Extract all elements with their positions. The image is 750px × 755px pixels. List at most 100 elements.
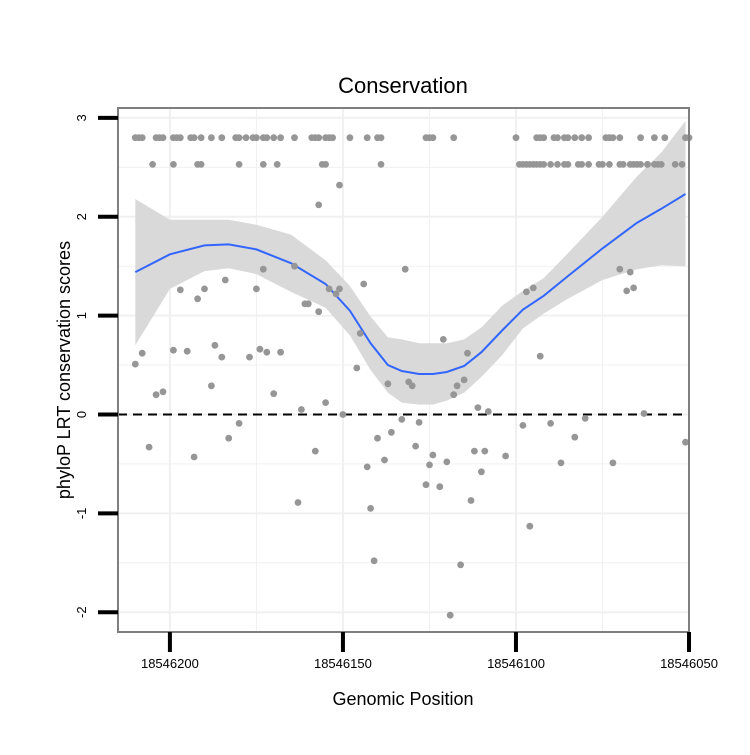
data-point bbox=[315, 201, 323, 209]
data-point bbox=[325, 285, 333, 293]
data-point bbox=[218, 134, 226, 142]
data-point bbox=[481, 447, 489, 455]
y-tick-label: 0 bbox=[74, 411, 89, 418]
data-point bbox=[436, 483, 444, 491]
x-tick-label: 18546200 bbox=[141, 656, 199, 671]
data-point bbox=[619, 161, 627, 168]
data-point bbox=[253, 134, 260, 142]
data-point bbox=[263, 348, 271, 356]
data-point bbox=[277, 348, 284, 356]
data-point bbox=[176, 134, 184, 142]
data-point bbox=[426, 461, 433, 469]
data-point bbox=[152, 391, 160, 399]
data-point bbox=[336, 181, 343, 189]
data-point bbox=[259, 161, 267, 168]
data-point bbox=[554, 134, 561, 142]
chart-title: Conservation bbox=[338, 73, 468, 98]
data-point bbox=[159, 134, 167, 142]
data-point bbox=[644, 161, 651, 168]
data-point bbox=[547, 420, 554, 427]
data-point bbox=[464, 349, 471, 357]
data-point bbox=[529, 284, 537, 292]
confidence-band bbox=[135, 120, 686, 405]
data-point bbox=[363, 134, 371, 142]
data-point bbox=[630, 284, 637, 292]
data-point bbox=[374, 434, 381, 442]
x-tick-label: 18546100 bbox=[487, 656, 545, 671]
x-tick-label: 18546150 bbox=[314, 656, 372, 671]
data-point bbox=[311, 447, 319, 455]
data-point bbox=[273, 161, 281, 168]
data-point bbox=[304, 300, 312, 308]
data-point bbox=[429, 134, 437, 142]
data-point bbox=[471, 447, 478, 455]
data-point bbox=[467, 497, 475, 504]
data-point bbox=[581, 415, 589, 422]
data-point bbox=[291, 134, 298, 142]
data-point bbox=[201, 285, 208, 293]
x-axis-title: Genomic Position bbox=[332, 689, 473, 709]
data-point bbox=[512, 134, 520, 142]
data-point bbox=[235, 161, 243, 168]
data-point bbox=[353, 364, 361, 372]
data-point bbox=[208, 382, 215, 390]
data-point bbox=[194, 295, 202, 303]
data-point bbox=[235, 420, 243, 427]
data-point bbox=[585, 134, 592, 142]
data-point bbox=[557, 459, 565, 467]
panel-border bbox=[117, 107, 690, 633]
data-point bbox=[609, 134, 617, 142]
data-point bbox=[536, 352, 544, 360]
data-point bbox=[415, 419, 423, 426]
data-point bbox=[585, 161, 592, 168]
data-point bbox=[315, 134, 323, 142]
data-point bbox=[367, 505, 374, 512]
data-point bbox=[408, 382, 416, 390]
data-point bbox=[412, 442, 419, 450]
data-point bbox=[460, 376, 468, 384]
data-point bbox=[363, 463, 371, 471]
data-point bbox=[453, 382, 461, 390]
data-point bbox=[190, 453, 198, 461]
data-point bbox=[398, 416, 406, 423]
data-point bbox=[388, 428, 395, 436]
data-point bbox=[197, 161, 205, 168]
y-tick-label: 1 bbox=[74, 312, 89, 319]
data-point bbox=[346, 134, 354, 142]
data-point bbox=[170, 161, 177, 168]
data-point bbox=[450, 391, 458, 399]
y-tick-label: 3 bbox=[74, 114, 89, 121]
data-point bbox=[626, 268, 634, 276]
data-point bbox=[599, 161, 606, 168]
data-point bbox=[291, 262, 298, 270]
data-point bbox=[246, 353, 253, 361]
data-point bbox=[197, 134, 205, 142]
data-point bbox=[450, 134, 458, 142]
data-point bbox=[270, 134, 278, 142]
data-point bbox=[339, 411, 347, 418]
data-point bbox=[131, 360, 139, 368]
data-point bbox=[564, 161, 572, 168]
data-point bbox=[640, 410, 648, 417]
data-point bbox=[554, 161, 561, 168]
data-point bbox=[138, 134, 146, 142]
data-point bbox=[564, 134, 572, 142]
data-point bbox=[256, 345, 264, 353]
data-point bbox=[294, 499, 302, 506]
data-point bbox=[401, 265, 409, 273]
data-point bbox=[474, 404, 482, 411]
data-point bbox=[159, 388, 167, 396]
data-point bbox=[381, 456, 388, 464]
data-point bbox=[360, 280, 368, 288]
data-point bbox=[270, 390, 278, 398]
data-point bbox=[439, 336, 447, 343]
data-point bbox=[637, 161, 644, 168]
data-point bbox=[682, 438, 689, 446]
x-tick-label: 18546050 bbox=[660, 656, 718, 671]
data-point bbox=[336, 285, 343, 293]
data-point bbox=[457, 561, 464, 569]
data-point bbox=[484, 408, 492, 415]
data-point bbox=[332, 290, 340, 298]
